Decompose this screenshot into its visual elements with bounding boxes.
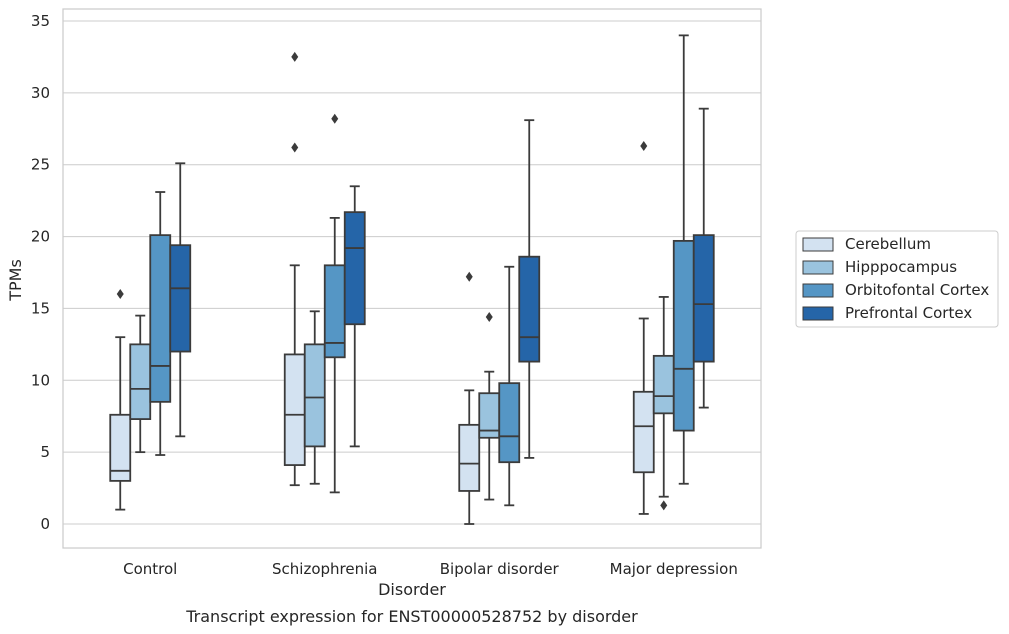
legend: Cerebellum Hipppocampus Orbitofontal Corte… [795,230,999,328]
plot-border [62,8,762,549]
box-prefrontal-cortex [343,185,366,448]
box-cerebellum [283,51,306,487]
y-tick-label: 5 [40,443,50,461]
y-tick-label: 10 [31,371,50,389]
legend-swatch [802,260,834,275]
legend-label: Prefrontal Cortex [845,304,972,322]
chart-caption: Transcript expression for ENST0000052875… [185,607,638,626]
box-iqr [458,423,481,492]
box-orbitofontal-cortex [323,113,346,494]
x-tick-labels: Control Schizophrenia Bipolar disorder Majo… [123,560,738,578]
boxes [109,34,715,525]
outlier-point [640,141,648,152]
box-iqr [149,234,172,403]
outlier-point [465,271,473,282]
box-hipppocampus [303,310,326,485]
box-prefrontal-cortex [692,107,715,409]
box-cerebellum [109,289,132,511]
x-tick-label: Control [123,560,177,578]
outlier-point [331,113,339,124]
x-tick-label: Schizophrenia [272,560,377,578]
box-iqr [632,390,655,474]
y-tick-label: 15 [31,299,50,317]
y-tick-label: 0 [40,515,50,533]
y-tick-label: 30 [31,84,50,102]
box-iqr [652,354,675,415]
box-prefrontal-cortex [169,162,192,438]
legend-swatch [802,306,834,321]
legend-frame [795,230,999,328]
outlier-point [291,51,299,62]
box-iqr [109,413,132,482]
outlier-point [291,142,299,153]
box-iqr [518,255,541,363]
y-axis-title: TPMs [6,259,25,302]
x-axis-title: Disorder [378,580,446,599]
box-iqr [283,353,306,466]
legend-swatch [802,283,834,298]
legend-label: Cerebellum [845,235,931,253]
box-iqr [303,343,326,448]
y-tick-labels: 0 5 10 15 20 25 30 35 [31,12,50,533]
legend-swatch [802,237,834,252]
outlier-point [660,500,668,511]
x-tick-label: Bipolar disorder [440,560,560,578]
x-tick-label: Major depression [610,560,738,578]
box-iqr [343,211,366,326]
legend-label: Hipppocampus [845,258,957,276]
outlier-point [116,289,124,300]
legend-label: Orbitofontal Cortex [845,281,989,299]
box-iqr [498,382,521,464]
y-tick-label: 20 [31,228,50,246]
box-iqr [169,244,192,353]
outlier-point [485,312,493,323]
box-cerebellum [458,271,481,525]
y-tick-label: 25 [31,156,50,174]
y-tick-label: 35 [31,12,50,30]
box-iqr [692,234,715,363]
box-orbitofontal-cortex [498,265,521,507]
box-hipppocampus [478,312,501,501]
box-iqr [129,343,152,420]
box-prefrontal-cortex [518,119,541,459]
box-iqr [672,239,695,432]
box-cerebellum [632,141,655,515]
